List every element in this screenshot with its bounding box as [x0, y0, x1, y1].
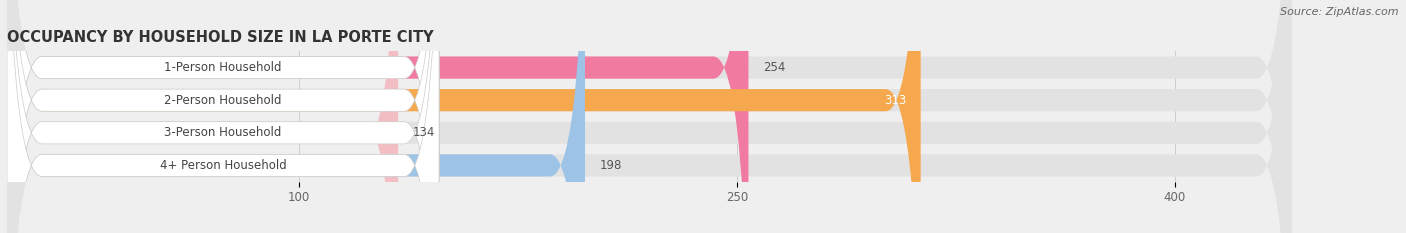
FancyBboxPatch shape — [7, 0, 439, 233]
FancyBboxPatch shape — [7, 0, 748, 233]
FancyBboxPatch shape — [7, 0, 1291, 233]
Text: OCCUPANCY BY HOUSEHOLD SIZE IN LA PORTE CITY: OCCUPANCY BY HOUSEHOLD SIZE IN LA PORTE … — [7, 30, 433, 45]
Text: 198: 198 — [599, 159, 621, 172]
Text: 134: 134 — [413, 126, 434, 139]
FancyBboxPatch shape — [7, 0, 439, 233]
Text: 1-Person Household: 1-Person Household — [165, 61, 281, 74]
Text: 313: 313 — [884, 94, 905, 107]
FancyBboxPatch shape — [7, 0, 1291, 233]
FancyBboxPatch shape — [7, 0, 1291, 233]
FancyBboxPatch shape — [7, 0, 439, 233]
FancyBboxPatch shape — [7, 0, 398, 233]
Text: 3-Person Household: 3-Person Household — [165, 126, 281, 139]
Text: 2-Person Household: 2-Person Household — [165, 94, 281, 107]
Text: Source: ZipAtlas.com: Source: ZipAtlas.com — [1281, 7, 1399, 17]
FancyBboxPatch shape — [7, 0, 439, 233]
FancyBboxPatch shape — [7, 0, 585, 233]
Text: 4+ Person Household: 4+ Person Household — [160, 159, 287, 172]
FancyBboxPatch shape — [7, 0, 921, 233]
Text: 254: 254 — [763, 61, 786, 74]
FancyBboxPatch shape — [7, 0, 1291, 233]
